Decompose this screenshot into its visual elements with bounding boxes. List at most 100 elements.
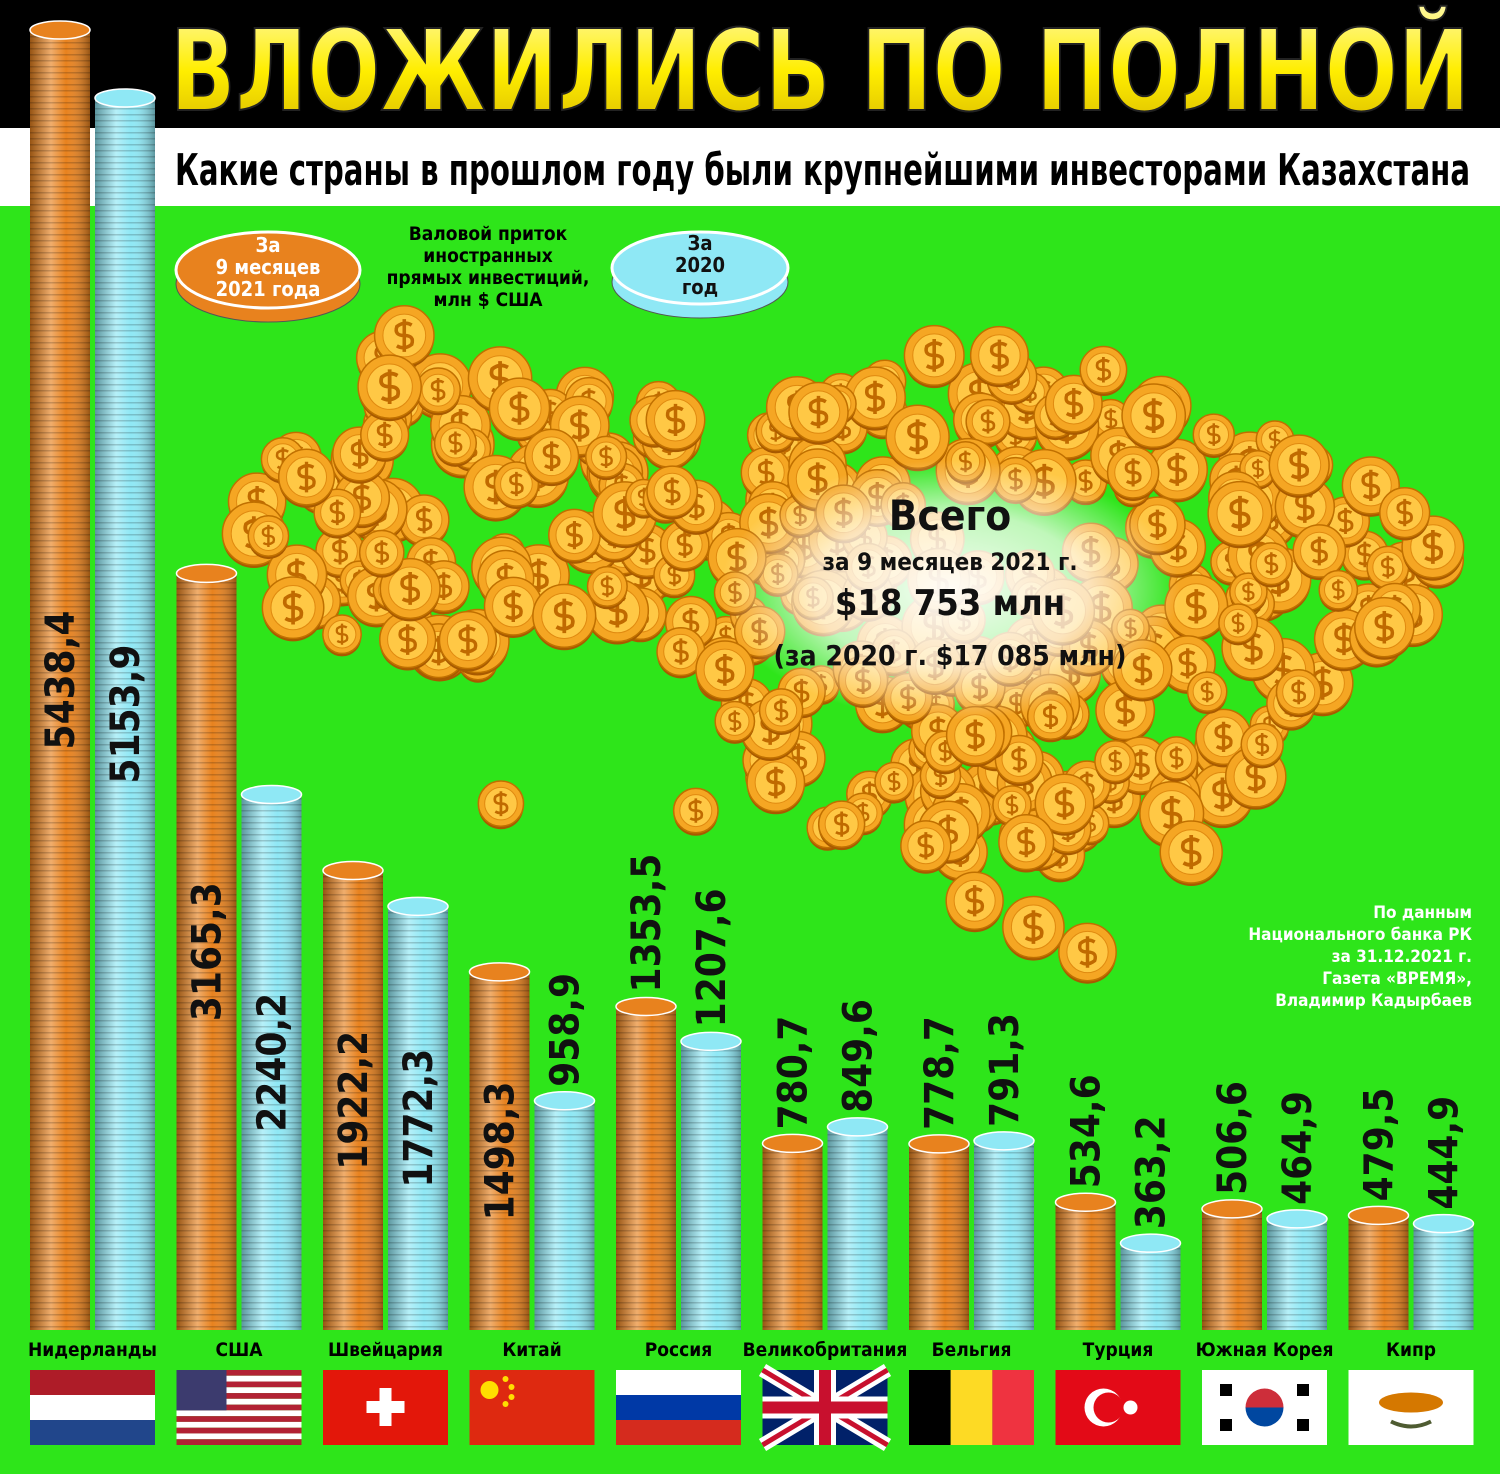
coin-sign [435,572,453,600]
coin-sign [1396,498,1413,527]
coin-sign [493,791,509,817]
flag [1202,1370,1327,1445]
bars: 5438,4 5153,9 Нидерланды 3165,3 2240,2 США 192… [28,20,1475,1452]
coin-sign [353,482,372,513]
coin [313,488,362,539]
value-label: 849,6 [836,999,882,1113]
coin-sign [672,638,689,665]
coin-sign [1310,536,1328,566]
coin [379,610,437,671]
bar-stripes [974,1140,1034,1330]
coin-sign [1180,834,1202,870]
legend: За 9 месяцев 2021 года За 2020 год Валовой при… [174,223,790,323]
bar-cap [1266,1209,1328,1229]
coin-sign [1206,423,1221,446]
coin-sign [1095,356,1112,383]
coin [1106,446,1160,501]
coin [488,377,551,442]
bar-cap [1347,1205,1410,1226]
coin-sign [335,623,349,645]
coin-sign [509,391,530,425]
coin [645,389,706,453]
coin-sign [864,380,886,415]
flag-stripe [176,1427,302,1434]
bar-cap [680,1031,742,1052]
flag-stripe [176,1393,302,1399]
flag-island [1379,1392,1443,1413]
coin-sign [938,740,952,763]
total-previous: (за 2020 г. $17 085 млн) [774,639,1127,672]
bar-stripes [95,98,155,1331]
coin [493,461,540,510]
flag-branches [1390,1419,1432,1429]
coin-sign [1115,694,1135,727]
coin [746,753,806,815]
coin [714,700,756,744]
coin [1159,820,1223,887]
coin [477,780,525,830]
value-label: 5153,9 [103,645,149,784]
coin-sign [261,524,276,548]
coin [433,421,478,467]
coin-sign [1374,610,1395,644]
value-label: 791,3 [982,1013,1028,1127]
value-label: 363,2 [1129,1115,1175,1229]
flag-cross [366,1388,405,1426]
coin-sign [1289,448,1310,482]
coin [1094,739,1137,785]
chart-title: ВЛОЖИЛИСЬ ПО ПОЛНОЙ [170,5,1470,137]
coin [438,610,498,672]
value-label: 1772,3 [396,1049,442,1188]
coin-sign [1169,746,1184,770]
coin-sign [1054,787,1075,820]
coin-sign [448,431,463,455]
flag-star [502,1376,509,1382]
bar-cap [1412,1213,1475,1234]
flag-stripe [176,1433,302,1440]
coin-sign [1251,458,1264,479]
chart-subtitle: Какие страны в прошлом году были крупней… [175,145,1470,196]
coin-sign [1212,777,1233,812]
coin [903,324,965,389]
bar-stripes [681,1041,741,1330]
coin-sign [1023,910,1044,944]
coin-sign [887,771,901,793]
total-period: за 9 месяцев 2021 г. [822,548,1077,576]
bar-cap [175,563,238,584]
coin-sign [458,624,478,656]
coin [1366,545,1410,591]
coin [998,814,1055,873]
bar-cap [1119,1233,1182,1253]
coin-sign [332,538,349,565]
bar-stripes [176,573,237,1330]
coin-sign [1143,398,1165,434]
value-label: 534,6 [1064,1074,1110,1188]
bar-cap [1201,1199,1263,1219]
coin-sign [665,403,686,436]
value-label: 778,7 [917,1016,963,1130]
coin [532,583,597,651]
coin [1186,671,1228,715]
value-label: 479,5 [1357,1088,1403,1202]
coin-sign [1229,495,1251,531]
coin [1292,524,1347,581]
coin-sign [1167,452,1188,486]
coin-sign [1104,408,1118,430]
bar-cap [533,1091,596,1111]
legend-note: млн $ США [434,289,544,311]
bar-stripes [1120,1243,1181,1330]
coin [322,614,362,657]
coin [1034,773,1095,836]
coin-sign [917,832,935,860]
bar-cap [826,1117,889,1137]
source-line: за 31.12.2021 г. [1332,947,1472,967]
flag-stripe [176,1404,302,1411]
coin-sign [1214,721,1233,752]
flag-stripe [176,1370,302,1376]
flag [616,1370,741,1445]
flag-stripe [30,1395,155,1420]
flag-stripe [176,1410,302,1417]
coin-sign [376,421,393,449]
coin-sign [1334,622,1354,656]
